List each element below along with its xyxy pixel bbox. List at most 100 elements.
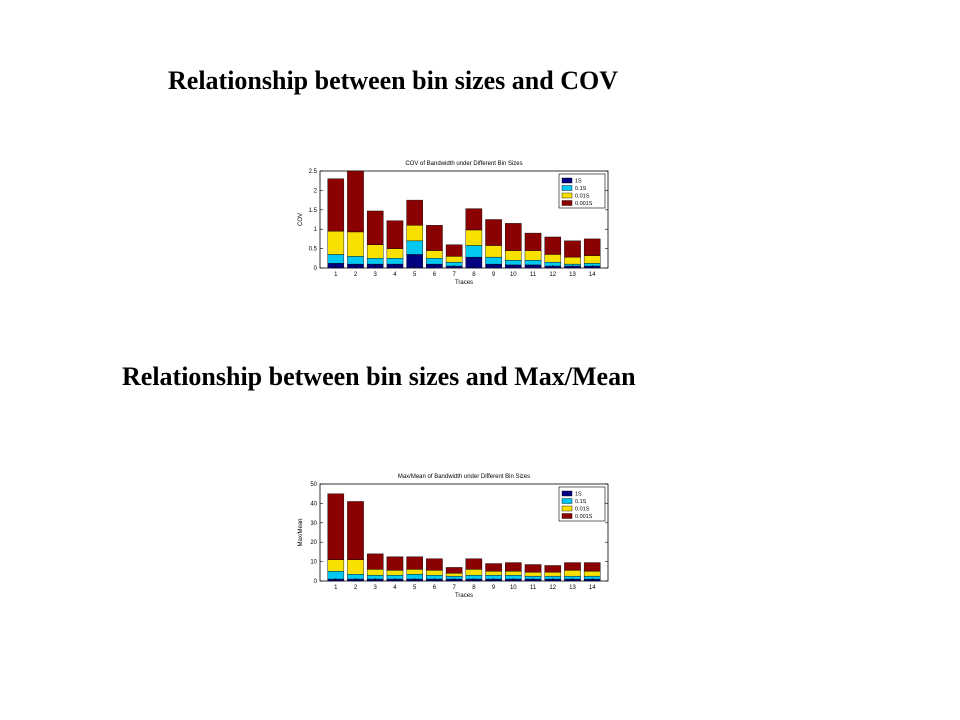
cov-bar-11-0.001S [524, 232, 542, 251]
maxmean-xtick-label: 8 [472, 585, 476, 591]
cov-legend-swatch-0.001S [561, 200, 573, 206]
maxmean-bar-1-0.1S [327, 571, 345, 580]
maxmean-xtick-label: 6 [433, 585, 437, 591]
maxmean-bar-11-0.001S [524, 564, 542, 573]
cov-bar-10-0.1S [505, 260, 522, 266]
maxmean-bar-12-0.001S [544, 565, 562, 573]
cov-legend-label-0.1S: 0.1S [575, 186, 587, 192]
cov-xtick-label: 3 [374, 272, 378, 278]
cov-bar-10-0.01S [505, 250, 522, 261]
cov-bar-4-0.01S [386, 248, 404, 259]
cov-bar-1-0.001S [327, 178, 345, 232]
maxmean-legend-label-1S: 1S [575, 492, 582, 498]
maxmean-legend-swatch-0.001S [561, 513, 573, 519]
maxmean-legend-swatch-0.1S [561, 498, 573, 504]
maxmean-ytick-label: 30 [310, 521, 317, 527]
cov-bar-2-0.001S [347, 170, 364, 233]
cov-chart-title: COV of Bandwidth under Different Bin Siz… [405, 161, 522, 167]
cov-bar-5-0.1S [406, 240, 423, 255]
maxmean-ytick-label: 40 [310, 501, 317, 507]
cov-xtick-label: 10 [510, 272, 517, 278]
cov-xtick-label: 2 [354, 272, 358, 278]
cov-bar-12-0.001S [544, 236, 562, 255]
cov-bar-9-0.001S [485, 219, 502, 246]
cov-chart-svg: COV of Bandwidth under Different Bin Siz… [298, 161, 609, 286]
cov-xtick-label: 7 [452, 272, 456, 278]
cov-heading: Relationship between bin sizes and COV [168, 66, 618, 95]
maxmean-bar-13-0.001S [564, 562, 581, 571]
maxmean-bar-10-0.01S [505, 571, 522, 576]
cov-ytick-label: 2 [314, 188, 318, 194]
maxmean-xtick-label: 1 [334, 585, 338, 591]
cov-bar-7-0.01S [445, 256, 463, 263]
cov-bar-11-0.1S [524, 260, 542, 266]
maxmean-ytick-label: 0 [314, 579, 318, 585]
maxmean-bar-12-0.01S [544, 572, 562, 577]
cov-bar-4-0.1S [386, 258, 404, 265]
maxmean-xtick-label: 14 [589, 585, 596, 591]
cov-xlabel: Traces [455, 280, 473, 286]
cov-bar-8-0.1S [465, 245, 483, 258]
maxmean-xtick-label: 3 [374, 585, 378, 591]
cov-bar-2-0.1S [347, 256, 364, 265]
maxmean-bar-5-0.001S [406, 556, 423, 570]
maxmean-bar-6-0.01S [426, 570, 443, 576]
maxmean-legend-swatch-1S [561, 490, 573, 497]
cov-legend-swatch-0.01S [561, 192, 573, 199]
maxmean-bar-4-0.01S [386, 570, 404, 576]
maxmean-xtick-label: 2 [354, 585, 358, 591]
maxmean-bar-10-0.001S [505, 562, 522, 572]
maxmean-bar-14-0.01S [583, 571, 601, 577]
maxmean-bar-3-0.01S [366, 569, 384, 576]
maxmean-ylabel: Max/Mean [298, 518, 304, 546]
cov-ytick-label: 0.5 [309, 247, 318, 253]
cov-xtick-label: 5 [413, 272, 417, 278]
cov-bar-14-0.01S [583, 255, 601, 264]
maxmean-ytick-label: 20 [310, 540, 317, 546]
maxmean-xtick-label: 5 [413, 585, 417, 591]
cov-bar-8-0.001S [465, 208, 483, 231]
cov-xtick-label: 1 [334, 272, 338, 278]
maxmean-xtick-label: 11 [530, 585, 537, 591]
maxmean-xlabel: Traces [455, 593, 473, 599]
cov-legend-label-0.01S: 0.01S [575, 194, 590, 200]
cov-bar-1-0.01S [327, 230, 345, 255]
cov-xtick-label: 13 [569, 272, 576, 278]
cov-bar-5-0.001S [406, 199, 423, 226]
cov-xtick-label: 9 [492, 272, 496, 278]
maxmean-bar-1-0.01S [327, 559, 345, 572]
maxmean-bar-8-0.01S [465, 569, 483, 576]
cov-bar-4-0.001S [386, 220, 404, 249]
maxmean-bar-7-0.001S [445, 567, 463, 574]
cov-legend-label-0.001S: 0.001S [575, 201, 593, 207]
cov-bar-12-0.01S [544, 254, 562, 263]
maxmean-bar-6-0.001S [426, 558, 443, 571]
cov-bar-9-0.01S [485, 245, 502, 258]
cov-bar-14-0.001S [583, 238, 601, 256]
cov-xtick-label: 6 [433, 272, 437, 278]
maxmean-bar-14-0.001S [583, 562, 601, 572]
maxmean-xtick-label: 10 [510, 585, 517, 591]
cov-ylabel: COV [298, 213, 304, 226]
cov-bar-13-0.01S [564, 256, 581, 265]
maxmean-bar-3-0.001S [366, 553, 384, 570]
maxmean-bar-13-0.01S [564, 570, 581, 577]
cov-xtick-label: 4 [393, 272, 397, 278]
cov-bar-7-0.001S [445, 244, 463, 257]
maxmean-xtick-label: 9 [492, 585, 496, 591]
cov-bar-6-0.1S [426, 258, 443, 265]
maxmean-ytick-label: 50 [310, 482, 317, 488]
cov-bar-6-0.01S [426, 250, 443, 259]
maxmean-bar-8-0.001S [465, 558, 483, 570]
cov-bar-5-0.01S [406, 225, 423, 242]
cov-xtick-label: 11 [530, 272, 537, 278]
maxmean-bar-9-0.001S [485, 563, 502, 572]
maxmean-xtick-label: 7 [452, 585, 456, 591]
cov-ytick-label: 0 [314, 266, 318, 272]
maxmean-ytick-label: 10 [310, 560, 317, 566]
maxmean-xtick-label: 4 [393, 585, 397, 591]
cov-xtick-label: 8 [472, 272, 476, 278]
maxmean-xtick-label: 13 [569, 585, 576, 591]
cov-bar-8-0.01S [465, 229, 483, 246]
cov-ytick-label: 1 [314, 227, 318, 233]
